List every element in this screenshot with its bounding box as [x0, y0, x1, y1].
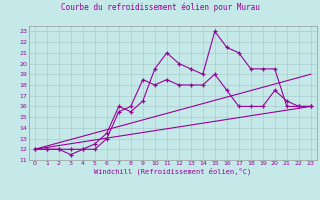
X-axis label: Windchill (Refroidissement éolien,°C): Windchill (Refroidissement éolien,°C) — [94, 168, 252, 175]
Text: Courbe du refroidissement éolien pour Murau: Courbe du refroidissement éolien pour Mu… — [60, 3, 260, 12]
